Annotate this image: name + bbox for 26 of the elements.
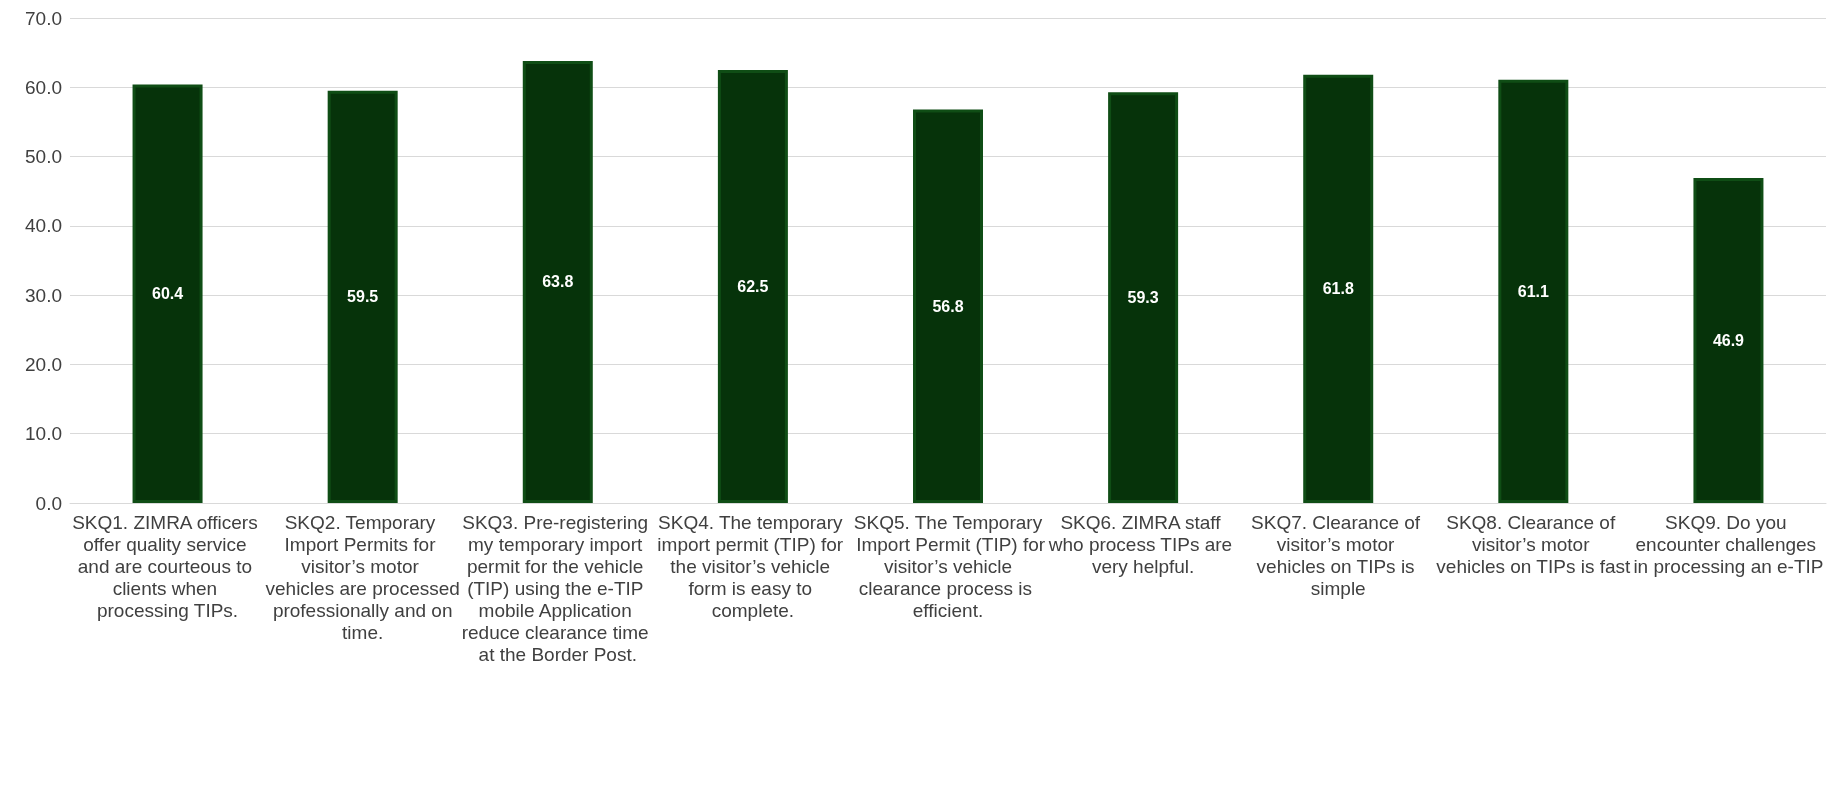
- y-tick-label: 50.0: [25, 146, 62, 168]
- data-label: 46.9: [1712, 332, 1745, 350]
- data-label: 56.8: [932, 297, 964, 315]
- x-tick-label: SKQ3. Pre-registering my temporary import permit for the vehicle (TIP) using the e-TIP mobile Application reduce clearance time at the Border Post.: [461, 511, 654, 665]
- x-tick-label: SKQ1. ZIMRA officers offer quality service and are courteous to clients when processing TIPs.: [72, 511, 263, 621]
- y-tick-label: 0.0: [35, 492, 62, 514]
- data-label: 61.8: [1322, 280, 1354, 298]
- x-tick-label: SKQ2. Temporary Import Permits for visitor’s motor vehicles are processed professionally and on time.: [265, 511, 460, 643]
- y-tick-label: 20.0: [25, 353, 62, 375]
- data-label: 59.5: [347, 288, 379, 306]
- data-label: 63.8: [542, 273, 574, 291]
- data-label: 61.1: [1517, 282, 1550, 300]
- data-label: 62.5: [737, 277, 769, 295]
- data-label: 60.4: [151, 285, 184, 303]
- y-tick-label: 40.0: [25, 215, 62, 237]
- x-tick-label: SKQ9. Do you encounter challenges in processing an e-TIP: [1633, 511, 1824, 577]
- data-label: 59.3: [1127, 289, 1159, 307]
- x-tick-label: SKQ6. ZIMRA staff who process TIPs are very helpful.: [1047, 511, 1238, 577]
- x-tick-label: SKQ7. Clearance of visitor’s motor vehicles on TIPs is simple: [1251, 511, 1426, 599]
- y-tick-label: 10.0: [25, 423, 62, 445]
- y-tick-label: 30.0: [25, 284, 62, 306]
- x-tick-label: SKQ5. The Temporary Import Permit (TIP) for visitor’s vehicle clearance process is efficient.: [850, 511, 1046, 621]
- y-tick-label: 60.0: [25, 76, 62, 98]
- x-tick-label: SKQ4. The temporary import permit (TIP) for the visitor’s vehicle form is easy to complete.: [657, 511, 849, 621]
- x-tick-label: SKQ8. Clearance of visitor’s motor vehicles on TIPs is fast: [1436, 511, 1632, 577]
- y-tick-label: 70.0: [25, 7, 62, 29]
